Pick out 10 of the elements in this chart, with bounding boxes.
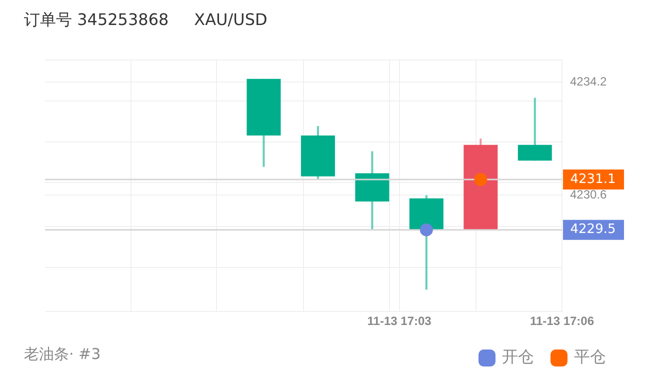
text: 老油条· #3 [24, 345, 101, 364]
y-tick-label: 4234.2 [570, 74, 608, 88]
x-tick-label: 11-13 17:06 [530, 314, 594, 328]
chart-title: 订单号 345253868 XAU/USD [24, 10, 268, 31]
ref-line-label: 4231.1 [570, 172, 616, 187]
ref-line-label: 4229.5 [570, 222, 616, 238]
y-tick-label: 4230.6 [570, 188, 608, 202]
x-tick-label: 11-13 17:03 [367, 314, 432, 328]
legend-label: 开仓 [502, 347, 534, 366]
legend-label: 平仓 [574, 347, 606, 366]
